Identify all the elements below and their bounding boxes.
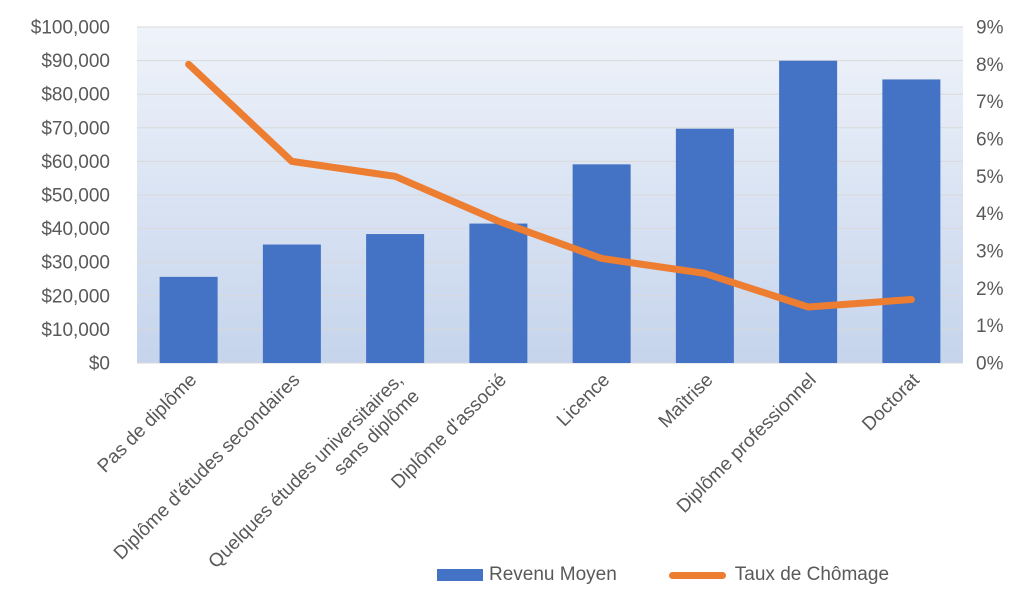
left-axis-tick-label: $50,000	[41, 186, 110, 207]
line-taux-de-chomage	[185, 60, 915, 311]
x-axis-category-label: Diplôme d'études secondaires	[110, 370, 304, 564]
chart-legend: Revenu Moyen Taux de Chômage	[437, 563, 889, 587]
left-axis-tick-label: $70,000	[41, 118, 110, 139]
right-axis-tick-label: 3%	[976, 242, 1004, 263]
bar-revenu-moyen	[159, 276, 218, 363]
legend-item-taux-de-chomage: Taux de Chômage	[668, 563, 890, 587]
right-axis-tick-label: 2%	[976, 279, 1004, 300]
bar-revenu-moyen	[469, 223, 528, 363]
right-axis-tick-label: 0%	[976, 354, 1004, 375]
bar-revenu-moyen	[882, 79, 941, 363]
left-axis-tick-label: $30,000	[41, 253, 110, 274]
left-axis-tick-label: $40,000	[41, 219, 110, 240]
right-axis-tick-label: 9%	[976, 18, 1004, 39]
left-axis-tick-label: $20,000	[41, 286, 110, 307]
x-axis-category-label: Doctorat	[858, 369, 924, 435]
right-axis-tick-label: 4%	[976, 204, 1004, 225]
bar-revenu-moyen	[675, 128, 734, 363]
right-axis-tick-label: 1%	[976, 316, 1004, 337]
left-axis-tick-label: $60,000	[41, 152, 110, 173]
right-axis-tick-label: 5%	[976, 167, 1004, 188]
x-axis-category-label: Maîtrise	[655, 370, 718, 433]
right-axis-tick-label: 7%	[976, 92, 1004, 113]
bar-revenu-moyen	[779, 60, 838, 363]
taux-de-chomage-line-swatch	[668, 571, 726, 579]
legend-item-revenu-moyen: Revenu Moyen	[437, 563, 617, 587]
legend-label-taux-de-chomage: Taux de Chômage	[734, 564, 890, 585]
left-axis-tick-label: $100,000	[31, 18, 110, 39]
right-axis-tick-label: 8%	[976, 55, 1004, 76]
revenu-moyen-bar-swatch	[437, 569, 483, 581]
legend-label-revenu-moyen: Revenu Moyen	[489, 564, 617, 585]
left-axis-tick-label: $80,000	[41, 85, 110, 106]
x-axis-category-label: Licence	[553, 370, 614, 431]
left-axis-tick-label: $90,000	[41, 51, 110, 72]
right-axis-tick-label: 6%	[976, 130, 1004, 151]
left-axis-tick-label: $0	[89, 354, 110, 375]
bar-revenu-moyen	[366, 234, 425, 363]
bar-revenu-moyen	[262, 244, 321, 363]
left-axis-tick-label: $10,000	[41, 320, 110, 341]
x-axis-category-label: Pas de diplôme	[94, 370, 201, 477]
